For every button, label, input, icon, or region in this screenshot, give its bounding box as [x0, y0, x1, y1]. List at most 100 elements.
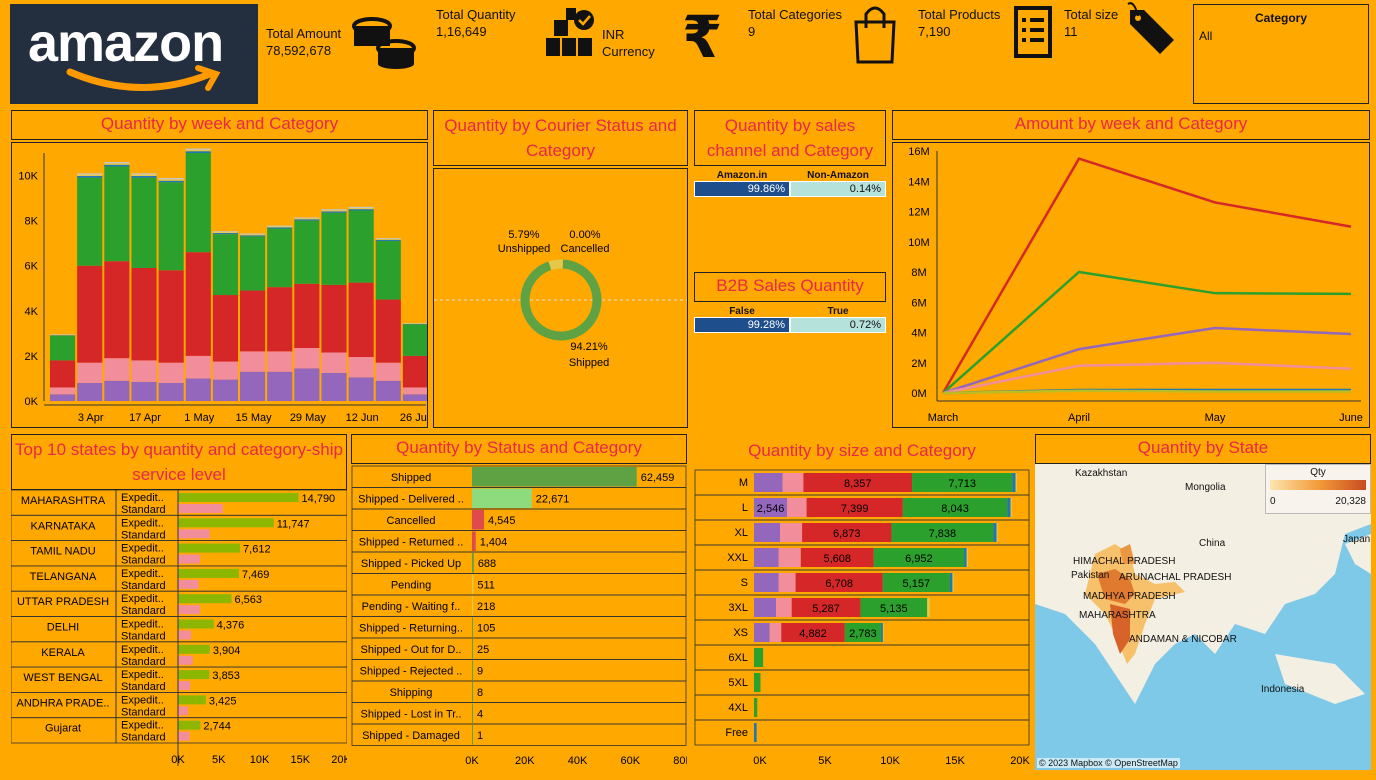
size-bar-segment: [891, 523, 994, 542]
slice-value-label: 94.21%: [570, 341, 608, 353]
size-value: 8,357: [844, 478, 872, 490]
week-bar-segment: [402, 394, 428, 401]
map-label-kazakhstan: Kazakhstan: [1075, 468, 1128, 479]
state-map[interactable]: Qty 0 20,328 Kazakhstan Mongolia China J…: [1035, 464, 1371, 770]
week-bar-segment: [77, 362, 103, 383]
status-label: Shipped - Returning..: [359, 623, 463, 635]
category-filter[interactable]: Category All: [1193, 4, 1369, 104]
table-header: True: [827, 306, 849, 317]
expedited-bar: [178, 695, 206, 705]
week-bar-segment: [104, 261, 130, 359]
expedited-bar: [178, 619, 214, 629]
x-tick-label: 10K: [880, 755, 900, 767]
week-bar-segment: [294, 220, 320, 284]
kpi-total-quantity: Total Quantity 1,16,649: [436, 6, 516, 40]
map-label-madhya: MADHYA PRADESH: [1083, 591, 1176, 602]
status-bar: [472, 639, 473, 659]
series-line: [941, 157, 1352, 394]
week-bar-segment: [321, 210, 347, 212]
donut-slice: [520, 259, 602, 341]
x-tick-label: 12 Jun: [346, 412, 379, 424]
size-bar-segment: [1012, 473, 1016, 492]
title-state: Quantity by State: [1035, 434, 1371, 464]
size-bar-segment: [1015, 473, 1017, 492]
x-tick-label: 40K: [568, 755, 588, 767]
standard-bar: [178, 605, 201, 615]
week-bar-segment: [77, 175, 103, 178]
size-bar-segment: [902, 498, 1008, 517]
expedited-bar: [178, 644, 210, 654]
x-tick-label: 26 Jun: [400, 412, 427, 424]
slice-value-label: 0.00%: [569, 229, 600, 241]
kpi-label: Total Products: [918, 7, 1001, 22]
week-bar-segment: [321, 284, 347, 353]
week-bar-segment: [185, 252, 211, 356]
status-bar: [472, 596, 473, 616]
service-level-label: Expedit..: [121, 644, 164, 656]
status-label: Cancelled: [387, 515, 436, 527]
size-bar-segment: [802, 523, 892, 542]
expedited-bar: [178, 720, 201, 730]
x-tick-label: 3 Apr: [78, 412, 104, 424]
service-level-label: Standard: [121, 656, 166, 668]
size-label: Free: [725, 727, 748, 739]
x-tick-label: 0K: [465, 755, 479, 767]
legend-title: Qty: [1310, 467, 1326, 478]
amazon-logo: amazon: [10, 4, 258, 104]
size-bar-segment: [754, 473, 783, 492]
service-level-label: Expedit..: [121, 619, 164, 631]
size-bar-segment: [1010, 498, 1012, 517]
week-bar-segment: [50, 394, 76, 401]
size-bar-segment: [966, 548, 968, 567]
status-value: 8: [477, 687, 483, 699]
week-bar-segment: [294, 219, 320, 221]
expedited-value: 2,744: [203, 721, 231, 733]
standard-bar: [178, 655, 193, 665]
maharashtra-region[interactable]: [1097, 569, 1135, 604]
y-tick-label: 6K: [25, 261, 39, 273]
kpi-label: INR: [602, 27, 625, 42]
service-level-label: Standard: [121, 605, 166, 617]
size-row: [694, 719, 1030, 746]
amount-week-panel: 0M 2M 4M 6M 8M 10M 12M 14M 16M March April May June: [892, 142, 1370, 428]
week-bar-segment: [294, 217, 320, 219]
size-bar-segment: [996, 523, 998, 542]
size-value: 8,043: [941, 503, 969, 515]
south-india-region[interactable]: [1110, 604, 1130, 654]
status-label: Pending: [391, 580, 431, 592]
legend-gradient: [1270, 480, 1366, 490]
x-tick-label: 17 Apr: [129, 412, 161, 424]
week-bar-segment: [77, 174, 103, 176]
north-india-region[interactable]: [1120, 544, 1135, 564]
week-bar-segment: [267, 228, 293, 288]
week-bar-segment: [131, 174, 157, 176]
size-label: M: [739, 477, 748, 489]
y-tick-label: 2M: [911, 358, 926, 370]
size-label: XL: [735, 527, 748, 539]
filter-value[interactable]: All: [1199, 29, 1213, 43]
map-legend: Qty 0 20,328: [1265, 464, 1371, 514]
kpi-value: 7,190: [918, 24, 951, 39]
x-tick-label: June: [1339, 412, 1363, 424]
week-bar-segment: [104, 163, 130, 165]
week-bar-segment: [375, 380, 401, 401]
expedited-value: 11,747: [277, 518, 310, 530]
state-label: KERALA: [41, 647, 85, 659]
status-value: 218: [477, 601, 495, 613]
courier-donut-chart: 94.21% Shipped 5.79% Unshipped 0.00% Cancelle…: [434, 229, 687, 369]
series-line: [942, 270, 1352, 394]
y-tick-label: 6M: [911, 297, 926, 309]
y-tick-label: 4M: [911, 328, 926, 340]
size-bar-segment: [754, 623, 770, 642]
week-bar-segment: [267, 287, 293, 352]
slice-name-label: Cancelled: [561, 243, 610, 255]
week-bar-segment: [104, 164, 130, 167]
week-bar-segment: [240, 236, 266, 291]
x-tick-label: 80K: [673, 755, 687, 767]
x-tick-label: 20K: [515, 755, 535, 767]
week-bar-segment: [267, 371, 293, 401]
status-value: 62,459: [641, 472, 675, 484]
status-label: Shipped - Out for D..: [361, 644, 462, 656]
y-tick-label: 0M: [911, 388, 926, 400]
week-bar-segment: [321, 372, 347, 401]
